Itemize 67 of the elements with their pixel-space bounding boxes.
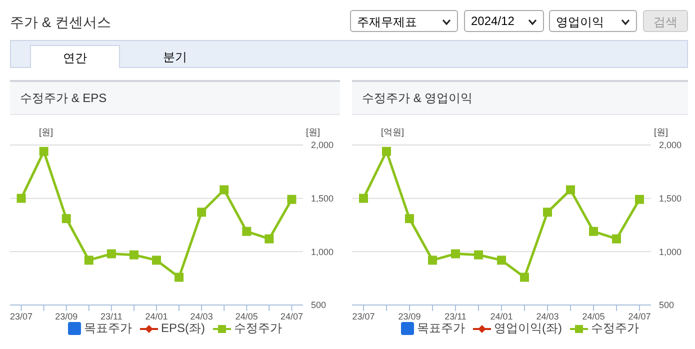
x-tick-label: 24/01 [490, 311, 513, 322]
text: 연간 [30, 45, 120, 68]
x-tick-label: 24/07 [280, 311, 303, 322]
point [39, 146, 48, 156]
point [197, 208, 206, 217]
y2-tick-label: 2,000 [311, 140, 334, 150]
point [287, 194, 296, 204]
x-tick-label: 23/09 [55, 311, 78, 322]
point [474, 250, 483, 260]
point [382, 146, 391, 156]
text: 주재무제표 [350, 10, 458, 32]
x-tick-label: 23/07 [352, 311, 375, 322]
point [220, 185, 229, 194]
y2-tick-label: 2,000 [659, 140, 682, 150]
point [543, 208, 552, 217]
x-tick-label: 24/03 [190, 311, 213, 322]
point [520, 272, 529, 282]
x-tick-label: 24/05 [235, 311, 258, 322]
y2-tick-label: 1,500 [311, 194, 334, 204]
x-tick-label: 23/07 [10, 311, 33, 322]
y-axis-title: [억원] [381, 126, 404, 139]
text: 검색 [643, 10, 688, 32]
point [428, 256, 437, 265]
y2-tick-label: 1,000 [659, 246, 682, 257]
point [106, 249, 116, 258]
point [84, 256, 94, 265]
x-tick-label: 24/05 [582, 311, 605, 322]
x-tick-label: 23/09 [398, 311, 421, 322]
text: 분기 [162, 49, 188, 66]
x-tick-label: 24/03 [536, 311, 559, 322]
legend-label: 영업이익(좌) [494, 320, 562, 337]
x-tick-label: 23/11 [100, 311, 122, 322]
x-tick-label: 23/11 [444, 311, 466, 322]
legend-label: EPS(좌) [160, 320, 205, 337]
point [589, 226, 598, 236]
point [405, 214, 414, 224]
y2-tick-label: 500 [311, 300, 326, 310]
y2-axis-title: [원] [654, 126, 668, 139]
point [129, 250, 138, 260]
y2-tick-label: 1,000 [311, 246, 334, 257]
chart-title: 수정주가 & 영업이익 [362, 90, 473, 107]
y2-tick-label: 500 [659, 300, 674, 310]
point [359, 194, 368, 203]
point [264, 234, 274, 244]
x-tick-label: 24/07 [628, 311, 651, 322]
point [635, 194, 644, 204]
point [152, 256, 161, 265]
text: 영업이익 [549, 10, 637, 32]
x-tick-label: 24/01 [145, 311, 168, 322]
text: 2024/12 [464, 10, 544, 32]
legend-label: 수정주가 [591, 320, 639, 337]
legend-label: 목표주가 [84, 320, 132, 337]
point [566, 185, 575, 194]
point [612, 234, 621, 244]
y-axis-title: [원] [39, 126, 54, 139]
legend-label: 목표주가 [417, 320, 465, 337]
chart-title: 수정주가 & EPS [20, 90, 107, 107]
point [242, 226, 252, 236]
point [497, 256, 506, 265]
text: 주가 & 컨센서스 [10, 14, 112, 32]
y2-axis-title: [원] [306, 126, 320, 139]
point [62, 214, 71, 224]
point [174, 272, 184, 282]
point [451, 249, 460, 258]
legend-label: 수정주가 [234, 320, 282, 337]
y2-tick-label: 1,500 [659, 194, 682, 204]
point [16, 194, 26, 203]
